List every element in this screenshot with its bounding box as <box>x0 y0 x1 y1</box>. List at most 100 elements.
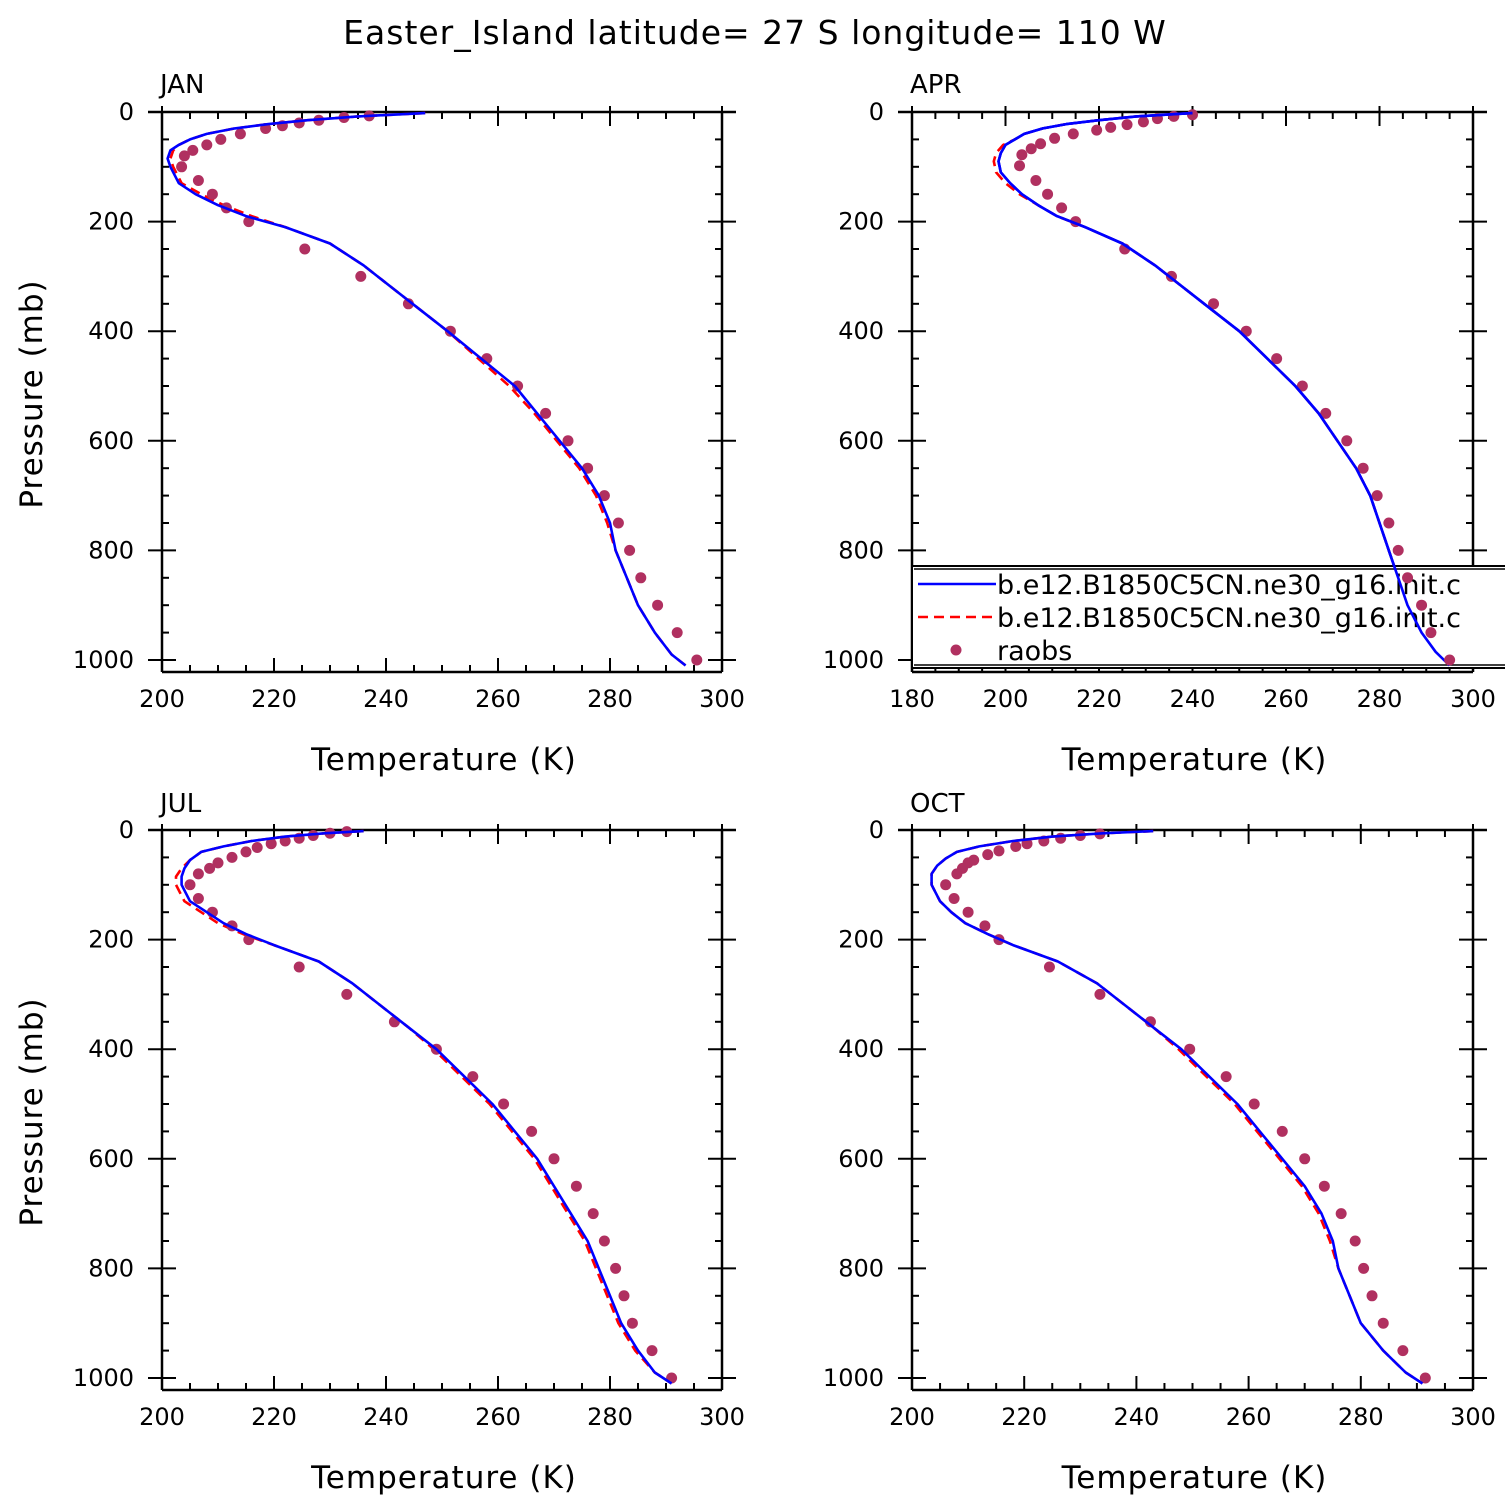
legend-entry-label: raobs <box>997 636 1072 667</box>
y-tick-label: 0 <box>119 816 134 844</box>
x-tick-label: 220 <box>251 685 297 713</box>
raobs-point <box>1035 138 1047 150</box>
raobs-point <box>1349 1235 1361 1247</box>
y-tick-label: 600 <box>88 427 134 455</box>
x-tick-label: 220 <box>1001 1403 1047 1431</box>
series-raobs <box>184 826 678 1384</box>
panels-group: JAN 200 220 240 260 280 300 0 200 400 600 800 1000 Te… <box>14 70 1496 1496</box>
x-tick-label: 260 <box>1263 685 1309 713</box>
x-tick-label: 220 <box>1076 685 1122 713</box>
x-axis-label: Temperature (K) <box>310 1460 577 1496</box>
raobs-point <box>1049 132 1061 144</box>
raobs-point <box>1121 119 1133 131</box>
raobs-point <box>1248 1098 1260 1110</box>
raobs-point <box>624 544 636 556</box>
raobs-point <box>1276 1125 1288 1137</box>
raobs-point <box>178 150 190 162</box>
raobs-point <box>1377 1317 1389 1329</box>
raobs-point <box>498 1098 510 1110</box>
raobs-point <box>444 325 456 337</box>
raobs-point <box>234 128 246 140</box>
raobs-point <box>962 906 974 918</box>
raobs-point <box>1187 109 1198 121</box>
raobs-point <box>1299 1153 1311 1165</box>
x-tick-label: 300 <box>699 685 745 713</box>
y-tick-label: 200 <box>838 926 884 954</box>
y-tick-label: 1000 <box>73 646 134 674</box>
raobs-point <box>265 838 277 850</box>
y-tick-label: 0 <box>869 816 884 844</box>
series-line-solid <box>180 829 673 1385</box>
y-tick-label: 600 <box>838 427 884 455</box>
raobs-point <box>1056 202 1068 214</box>
raobs-point <box>299 243 311 255</box>
panel-label: OCT <box>910 789 965 819</box>
raobs-point <box>598 490 610 502</box>
x-axis-label: Temperature (K) <box>1061 1460 1328 1496</box>
raobs-point <box>1335 1208 1347 1220</box>
panel-label: JAN <box>158 70 204 100</box>
raobs-point <box>355 270 367 282</box>
raobs-point <box>612 517 624 529</box>
raobs-point <box>1341 435 1353 447</box>
panel-jul: JUL 200 220 240 260 280 300 0 200 400 600 800 1000 Te… <box>14 789 745 1496</box>
raobs-point <box>1358 1262 1370 1274</box>
raobs-point <box>1091 124 1103 136</box>
x-tick-label: 300 <box>699 1403 745 1431</box>
x-tick-label: 280 <box>587 1403 633 1431</box>
y-tick-label: 200 <box>88 926 134 954</box>
raobs-point <box>1419 1372 1431 1384</box>
y-tick-label: 400 <box>88 1035 134 1063</box>
figure-title: Easter_Island latitude= 27 S longitude= … <box>343 13 1167 52</box>
raobs-point <box>1184 1043 1196 1055</box>
raobs-point <box>176 161 188 173</box>
x-tick-label: 200 <box>139 685 185 713</box>
y-axis-label: Pressure (mb) <box>14 997 50 1226</box>
y-axis-label: Pressure (mb) <box>14 279 50 508</box>
raobs-point <box>293 961 305 973</box>
y-tick-label: 600 <box>838 1145 884 1173</box>
raobs-point <box>982 849 994 861</box>
raobs-point-overlay <box>1425 627 1437 639</box>
raobs-point <box>293 117 305 129</box>
legend-entry-label: b.e12.B1850C5CN.ne30_g16.init.c <box>997 570 1461 601</box>
raobs-point <box>1014 160 1026 172</box>
x-tick-label: 200 <box>889 1403 935 1431</box>
raobs-point-overlay <box>1402 572 1414 584</box>
x-tick-label: 280 <box>587 685 633 713</box>
x-tick-label: 260 <box>1226 1403 1272 1431</box>
raobs-point-overlay <box>1416 599 1428 611</box>
raobs-point <box>940 879 952 891</box>
x-tick-label: 280 <box>1357 685 1403 713</box>
raobs-point <box>215 133 227 145</box>
series-line-dashed <box>174 829 673 1385</box>
y-tick-label: 400 <box>88 317 134 345</box>
x-tick-label: 240 <box>363 685 409 713</box>
x-tick-label: 200 <box>139 1403 185 1431</box>
y-tick-label: 200 <box>838 208 884 236</box>
y-tick-label: 400 <box>838 1035 884 1063</box>
raobs-point <box>1366 1290 1378 1302</box>
raobs-point <box>1318 1180 1330 1192</box>
series-line-solid-overlay <box>997 111 1451 667</box>
series-raobs <box>176 110 703 666</box>
raobs-point <box>1392 544 1404 556</box>
raobs-point <box>646 1345 658 1357</box>
raobs-point <box>192 893 204 904</box>
panel-oct: OCT 200 220 240 260 280 300 0 200 400 600 800 1000 Te… <box>823 789 1496 1496</box>
x-tick-label: 220 <box>251 1403 297 1431</box>
series-line-solid <box>166 111 687 667</box>
x-tick-label: 240 <box>1113 1403 1159 1431</box>
series-line-solid <box>930 829 1424 1385</box>
raobs-point <box>979 920 991 932</box>
raobs-point <box>1137 116 1149 128</box>
raobs-point <box>1371 490 1383 502</box>
y-tick-label: 800 <box>838 536 884 564</box>
raobs-point <box>1094 988 1106 1000</box>
raobs-point <box>598 1235 610 1247</box>
series-line-dashed <box>930 829 1424 1385</box>
y-tick-label: 200 <box>88 208 134 236</box>
x-tick-label: 280 <box>1338 1403 1384 1431</box>
raobs-point <box>951 868 963 880</box>
y-tick-label: 1000 <box>823 1364 884 1392</box>
